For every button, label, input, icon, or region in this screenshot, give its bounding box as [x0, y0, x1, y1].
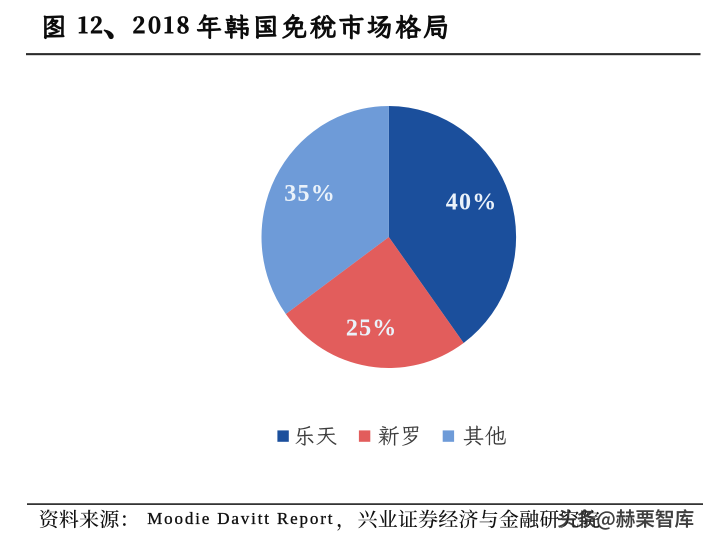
svg-text:40%: 40%	[446, 190, 498, 216]
svg-text:35%: 35%	[284, 181, 336, 207]
svg-text:25%: 25%	[346, 315, 398, 341]
svg-text:Moodie Davitt Report: Moodie Davitt Report	[147, 509, 334, 528]
